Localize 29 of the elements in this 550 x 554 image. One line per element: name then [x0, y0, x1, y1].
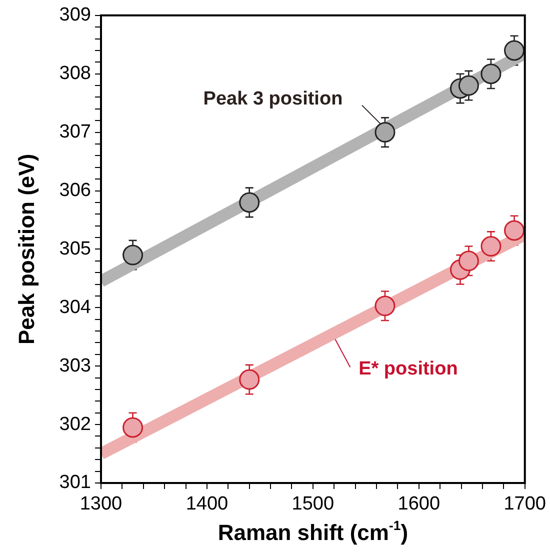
x-tick-label: 1300	[80, 494, 122, 515]
x-tick-label: 1400	[186, 494, 228, 515]
point	[480, 64, 502, 84]
point	[122, 417, 144, 438]
point	[504, 220, 525, 241]
annotation: Peak 3 position	[203, 88, 343, 110]
point	[458, 75, 479, 96]
point	[504, 40, 525, 61]
annotation: E* position	[358, 358, 458, 380]
y-tick-label: 308	[59, 63, 91, 84]
y-axis-title: Peak position (eV)	[14, 154, 40, 345]
point	[374, 122, 396, 143]
point	[480, 236, 502, 257]
x-tick-label: 1600	[398, 494, 440, 515]
y-tick-label: 307	[59, 122, 91, 143]
x-tick-label: 1700	[504, 494, 546, 515]
x-tick-label: 1500	[292, 494, 334, 515]
y-tick-label: 309	[59, 4, 91, 26]
point	[458, 250, 479, 272]
y-tick-label: 302	[59, 414, 91, 435]
y-tick-label: 306	[59, 180, 91, 201]
point	[374, 296, 396, 316]
y-tick-label: 304	[59, 296, 92, 318]
y-tick-label: 301	[59, 472, 91, 494]
point	[122, 244, 144, 266]
y-tick-label: 303	[59, 355, 91, 376]
point	[239, 192, 260, 213]
y-tick-label: 305	[59, 238, 91, 260]
point	[239, 369, 260, 390]
